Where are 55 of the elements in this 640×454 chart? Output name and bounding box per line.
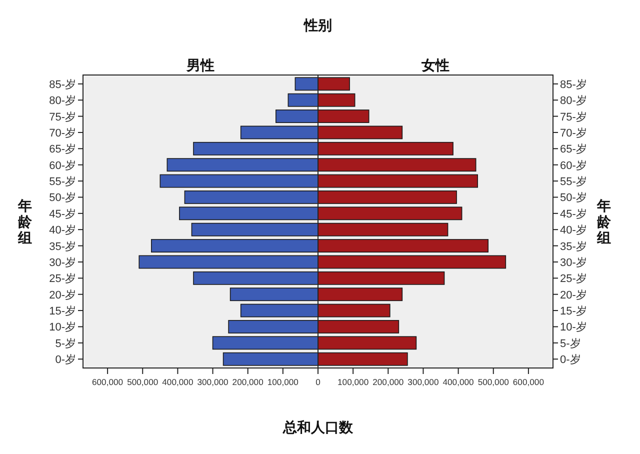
y-tick-label: 5-岁 — [55, 338, 76, 350]
y-tick-label: 75-岁 — [49, 111, 76, 124]
y-tick-label: 80-岁 — [49, 95, 76, 108]
y-tick-label: 0-岁 — [55, 354, 76, 366]
y-axis-title: 年龄组 — [596, 198, 612, 246]
x-tick-label: 300,000 — [197, 377, 229, 387]
x-tick-label: 400,000 — [162, 377, 194, 387]
y-tick-label: 10-岁 — [49, 322, 76, 334]
y-tick-label: 10-岁 — [560, 322, 587, 334]
y-tick-label: 65-岁 — [560, 144, 587, 156]
text: 性别 — [303, 18, 332, 34]
y-tick-label: 25-岁 — [560, 273, 587, 286]
y-tick-label: 85-岁 — [560, 78, 587, 91]
y-tick-label: 60-岁 — [560, 160, 587, 172]
y-tick-label: 5-岁 — [560, 338, 581, 350]
x-tick-label: 400,000 — [442, 377, 474, 387]
y-tick-label: 20-岁 — [560, 289, 587, 302]
y-tick-label: 30-岁 — [49, 256, 76, 269]
x-tick-label: 200,000 — [232, 377, 264, 387]
y-tick-label: 25-岁 — [49, 273, 76, 286]
x-tick-label: 600,000 — [512, 377, 544, 387]
y-tick-label: 80-岁 — [560, 95, 587, 108]
x-tick-label: 500,000 — [127, 377, 158, 387]
y-tick-label: 45-岁 — [49, 208, 76, 220]
y-tick-label: 30-岁 — [560, 256, 587, 269]
x-axis-title: 总和人口数 — [282, 420, 354, 436]
y-tick-label: 85-岁 — [49, 78, 76, 91]
y-tick-label: 40-岁 — [49, 224, 76, 237]
x-tick-label: 100,000 — [338, 377, 369, 387]
y-tick-label: 0-岁 — [560, 354, 581, 366]
y-tick-label: 40-岁 — [560, 224, 587, 237]
x-tick-label: 200,000 — [372, 377, 404, 387]
y-tick-label: 50-岁 — [560, 192, 587, 204]
y-tick-label: 70-岁 — [560, 127, 587, 140]
y-tick-label: 75-岁 — [560, 111, 587, 124]
y-tick-label: 15-岁 — [560, 306, 587, 318]
chart-title: 男性 — [186, 58, 214, 74]
x-tick-label: 100,000 — [267, 377, 299, 387]
y-tick-label: 70-岁 — [49, 127, 76, 140]
y-tick-label: 35-岁 — [560, 240, 587, 253]
x-tick-label: 600,000 — [92, 377, 124, 387]
y-tick-label: 50-岁 — [49, 192, 76, 204]
y-tick-label: 35-岁 — [49, 240, 76, 253]
y-tick-label: 55-岁 — [560, 176, 587, 188]
y-tick-label: 60-岁 — [49, 160, 76, 172]
y-tick-label: 55-岁 — [49, 176, 76, 188]
y-tick-label: 65-岁 — [49, 144, 76, 156]
y-axis-title: 年龄组 — [17, 198, 33, 246]
x-tick-label: 500,000 — [478, 377, 510, 387]
y-tick-label: 15-岁 — [49, 306, 76, 318]
y-tick-label: 45-岁 — [560, 208, 587, 220]
chart-title: 女性 — [420, 58, 450, 74]
x-tick-label: 300,000 — [408, 377, 439, 387]
x-tick-label: 0 — [316, 377, 321, 387]
y-tick-label: 20-岁 — [49, 289, 76, 302]
